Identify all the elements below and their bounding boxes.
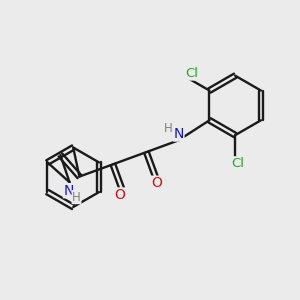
Text: Cl: Cl	[185, 67, 198, 80]
Text: H: H	[72, 190, 81, 204]
Text: O: O	[151, 176, 162, 190]
Text: N: N	[173, 127, 184, 141]
Text: H: H	[164, 122, 173, 135]
Text: O: O	[114, 188, 125, 202]
Text: Cl: Cl	[232, 157, 245, 170]
Text: N: N	[63, 184, 74, 198]
